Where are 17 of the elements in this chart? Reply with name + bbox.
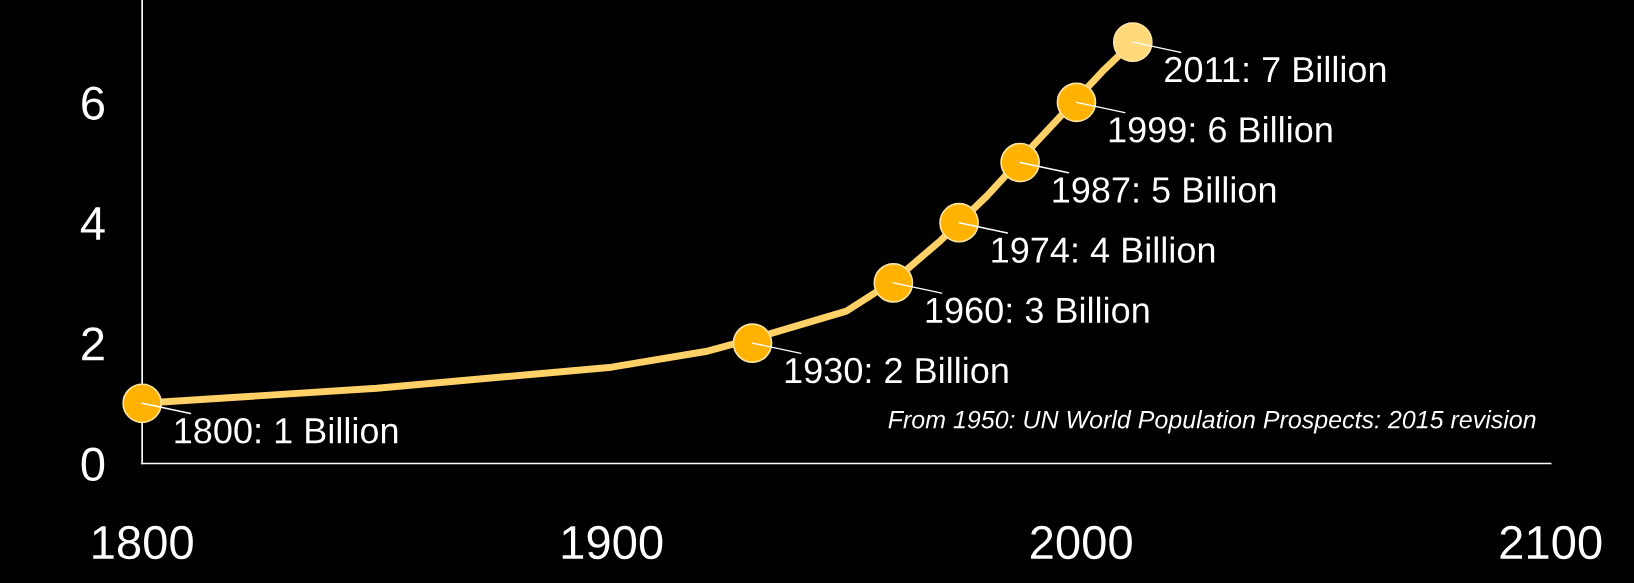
x-tick-label: 2100 — [1500, 525, 1602, 560]
x-tick-label: 2000 — [1031, 525, 1132, 560]
annotation: 1800: 1 Billion — [175, 417, 398, 444]
x-tick-label: 1800 — [93, 525, 193, 560]
annotation: From 1950: UN World Population Prospects: 2015 revision — [888, 410, 1536, 434]
annotation: 2011: 7 Billion — [1165, 55, 1386, 83]
y-tick-label: 4 — [80, 207, 105, 240]
annotation: 1999: 6 Billion — [1109, 116, 1332, 143]
x-tick-label: 1900 — [562, 525, 663, 560]
y-tick-label: 0 — [81, 447, 105, 482]
annotation: 1974: 4 Billion — [992, 236, 1215, 263]
annotation: 1930: 2 Billion — [785, 356, 1008, 384]
annotation: 1960: 3 Billion — [926, 296, 1149, 324]
annotation: 1987: 5 Billion — [1053, 176, 1276, 203]
y-tick-label: 2 — [82, 327, 104, 361]
y-tick-label: 6 — [82, 86, 104, 120]
point — [1112, 22, 1153, 62]
